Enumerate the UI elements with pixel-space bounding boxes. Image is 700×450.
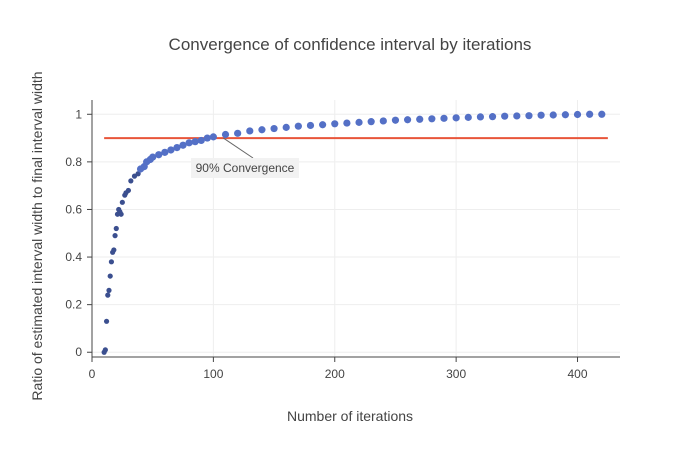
data-point <box>586 110 594 118</box>
y-tick-label: 0.2 <box>65 298 82 312</box>
data-point <box>209 133 217 141</box>
grid-layer <box>91 100 620 357</box>
data-point <box>598 110 606 118</box>
points-layer <box>101 110 606 355</box>
data-point <box>452 114 460 122</box>
data-point <box>111 247 117 253</box>
data-point <box>125 187 132 194</box>
data-point <box>128 178 134 184</box>
data-point <box>221 130 230 139</box>
data-point <box>440 114 448 122</box>
data-point <box>379 117 387 125</box>
data-point <box>428 115 436 123</box>
data-point <box>391 116 400 124</box>
data-point <box>476 113 485 121</box>
data-point <box>464 113 472 121</box>
data-point <box>270 124 278 133</box>
data-point <box>167 146 175 154</box>
x-tick-label: 200 <box>325 367 345 381</box>
annotation-arrow <box>223 137 254 159</box>
data-point <box>537 111 545 119</box>
data-point <box>282 123 290 131</box>
data-point <box>161 148 169 156</box>
axes-layer <box>91 100 620 358</box>
data-point <box>367 118 375 126</box>
data-point <box>179 141 187 149</box>
ticks-layer: 0 100 200 300 400 0 0.2 0.4 0.6 0.8 1 <box>65 107 588 381</box>
data-point <box>416 115 424 123</box>
data-point <box>103 318 110 324</box>
x-tick-label: 0 <box>89 367 96 381</box>
data-point <box>573 110 582 119</box>
data-point <box>513 112 521 120</box>
data-point <box>343 119 351 127</box>
annotation-label: 90% Convergence <box>196 161 295 175</box>
data-point <box>107 273 113 279</box>
data-point <box>155 151 163 159</box>
data-point <box>258 126 266 134</box>
data-point <box>525 112 533 120</box>
data-point <box>501 112 509 120</box>
data-point <box>355 118 363 126</box>
data-point <box>294 122 302 130</box>
x-tick-label: 400 <box>568 367 588 381</box>
x-axis-label: Number of iterations <box>287 408 413 424</box>
data-point <box>102 347 108 353</box>
y-tick-label: 0 <box>75 345 82 359</box>
data-point <box>119 199 125 205</box>
y-axis-label: Ratio of estimated interval width to fin… <box>29 71 45 400</box>
y-tick-label: 1 <box>75 107 82 121</box>
data-point <box>112 233 118 239</box>
data-point <box>135 171 141 177</box>
y-tick-label: 0.4 <box>65 250 82 264</box>
data-point <box>561 111 569 119</box>
x-tick-label: 300 <box>446 367 466 381</box>
data-point <box>306 121 315 130</box>
data-point <box>118 211 124 217</box>
data-point <box>108 259 115 265</box>
data-point <box>105 292 111 298</box>
y-tick-label: 0.6 <box>65 202 82 216</box>
data-point <box>149 153 157 161</box>
data-point <box>488 113 497 121</box>
data-point <box>319 121 327 129</box>
annotation-box <box>191 158 299 178</box>
data-point <box>185 139 193 147</box>
chart-title: Convergence of confidence interval by it… <box>169 35 532 54</box>
data-point <box>331 120 339 128</box>
data-point <box>197 136 205 145</box>
data-point <box>191 138 199 146</box>
data-point <box>246 127 254 135</box>
data-point <box>113 225 119 232</box>
data-point <box>173 143 181 152</box>
data-point <box>234 129 242 137</box>
x-tick-label: 100 <box>203 367 223 381</box>
data-point <box>403 116 412 124</box>
y-tick-label: 0.8 <box>65 155 82 169</box>
data-point <box>549 111 557 119</box>
data-point <box>106 287 112 293</box>
data-point <box>203 134 211 142</box>
annotation-layer: 90% Convergence <box>191 137 299 178</box>
